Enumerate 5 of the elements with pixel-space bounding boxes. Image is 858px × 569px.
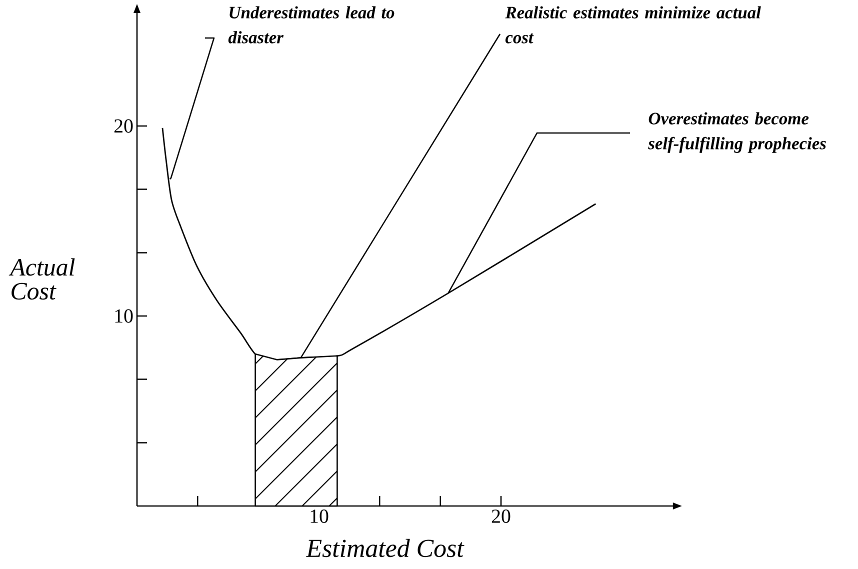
annotation: Overestimates become self-fulfilling prophecies	[648, 112, 826, 153]
annotation: Realistic estimates minimize actual cost	[505, 6, 761, 44]
annotation: Underestimates lead to disaster	[228, 6, 394, 44]
y-axis-title: Actual Cost	[8, 258, 75, 300]
x-axis-title: Estimated Cost	[306, 538, 464, 558]
